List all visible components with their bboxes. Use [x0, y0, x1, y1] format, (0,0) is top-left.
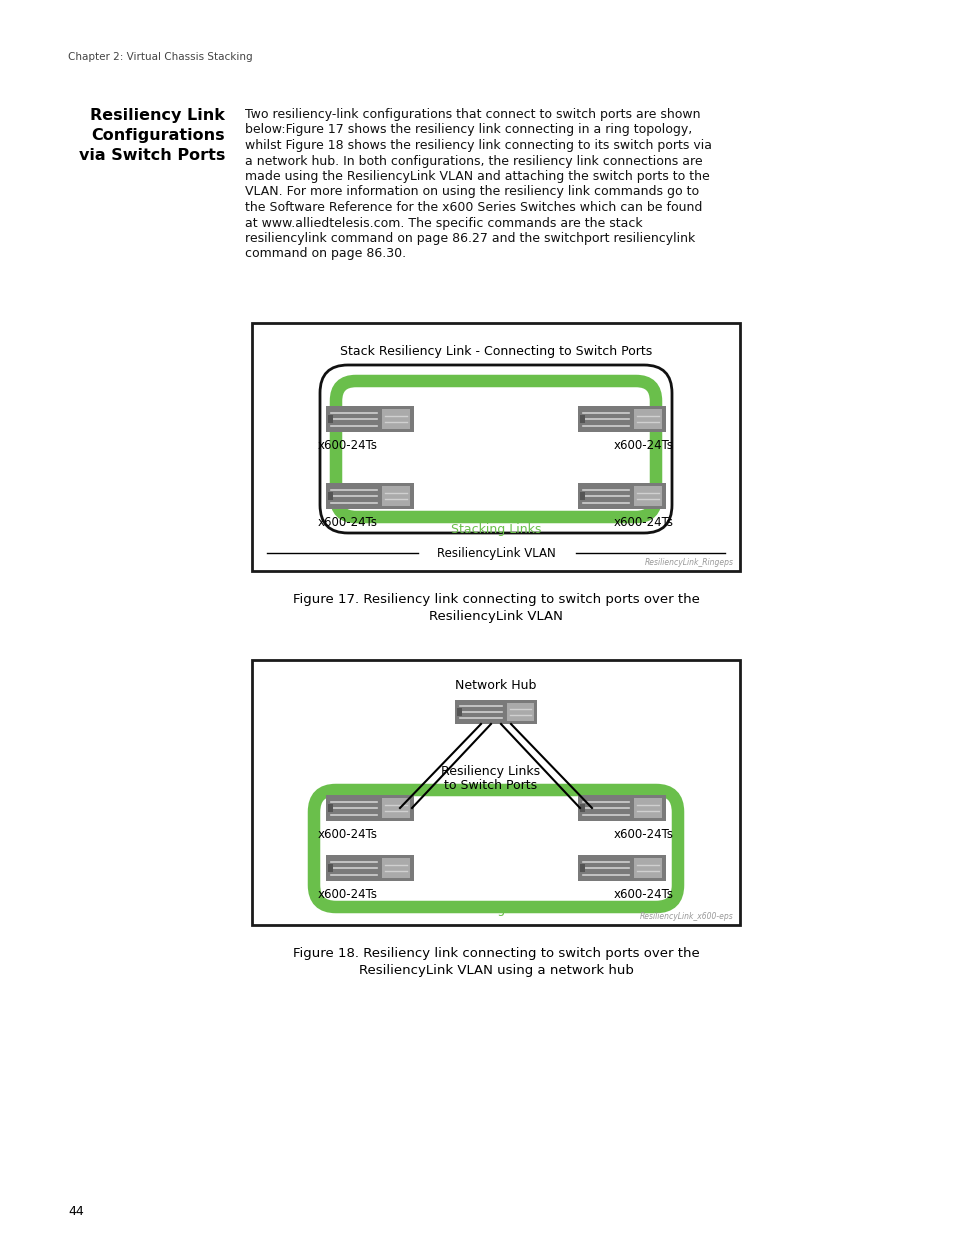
FancyBboxPatch shape	[579, 864, 584, 872]
FancyBboxPatch shape	[634, 798, 661, 818]
Text: ResiliencyLink VLAN: ResiliencyLink VLAN	[436, 547, 555, 559]
Text: via Switch Ports: via Switch Ports	[78, 148, 225, 163]
FancyBboxPatch shape	[328, 492, 333, 500]
Text: x600-24Ts: x600-24Ts	[317, 438, 377, 452]
FancyBboxPatch shape	[382, 858, 410, 878]
FancyBboxPatch shape	[456, 708, 461, 716]
Text: Chapter 2: Virtual Chassis Stacking: Chapter 2: Virtual Chassis Stacking	[68, 52, 253, 62]
Text: ResiliencyLink VLAN using a network hub: ResiliencyLink VLAN using a network hub	[358, 965, 633, 977]
FancyBboxPatch shape	[455, 700, 537, 724]
Text: x600-24Ts: x600-24Ts	[317, 827, 377, 841]
Text: x600-24Ts: x600-24Ts	[614, 438, 673, 452]
Text: Stacking Links: Stacking Links	[451, 903, 540, 916]
Text: Stacking Links: Stacking Links	[451, 522, 540, 536]
Text: ResiliencyLink VLAN: ResiliencyLink VLAN	[429, 610, 562, 622]
FancyBboxPatch shape	[579, 804, 584, 811]
FancyBboxPatch shape	[328, 804, 333, 811]
FancyBboxPatch shape	[634, 487, 661, 506]
Text: x600-24Ts: x600-24Ts	[317, 888, 377, 902]
Text: to Switch Ports: to Switch Ports	[444, 779, 537, 792]
FancyBboxPatch shape	[328, 415, 333, 424]
FancyBboxPatch shape	[578, 855, 665, 881]
Text: 44: 44	[68, 1205, 84, 1218]
FancyBboxPatch shape	[634, 858, 661, 878]
Text: Network Hub: Network Hub	[455, 679, 537, 692]
Text: command on page 86.30.: command on page 86.30.	[245, 247, 406, 261]
Text: ResiliencyLink_x600-eps: ResiliencyLink_x600-eps	[639, 911, 733, 921]
Text: at www.alliedtelesis.com. The specific commands are the stack: at www.alliedtelesis.com. The specific c…	[245, 216, 642, 230]
FancyBboxPatch shape	[382, 487, 410, 506]
FancyBboxPatch shape	[326, 855, 414, 881]
FancyBboxPatch shape	[326, 406, 414, 432]
FancyBboxPatch shape	[579, 415, 584, 424]
FancyBboxPatch shape	[252, 659, 740, 925]
Text: Stack Resiliency Link - Connecting to Switch Ports: Stack Resiliency Link - Connecting to Sw…	[339, 345, 652, 358]
FancyBboxPatch shape	[326, 483, 414, 509]
Text: below:Figure 17 shows the resiliency link connecting in a ring topology,: below:Figure 17 shows the resiliency lin…	[245, 124, 692, 137]
Text: Resiliency Links: Resiliency Links	[441, 764, 540, 778]
FancyBboxPatch shape	[578, 795, 665, 821]
Text: VLAN. For more information on using the resiliency link commands go to: VLAN. For more information on using the …	[245, 185, 699, 199]
Text: a network hub. In both configurations, the resiliency link connections are: a network hub. In both configurations, t…	[245, 154, 702, 168]
Text: Resiliency Link: Resiliency Link	[90, 107, 225, 124]
FancyBboxPatch shape	[326, 795, 414, 821]
Text: whilst Figure 18 shows the resiliency link connecting to its switch ports via: whilst Figure 18 shows the resiliency li…	[245, 140, 711, 152]
FancyBboxPatch shape	[382, 798, 410, 818]
FancyBboxPatch shape	[578, 483, 665, 509]
Text: made using the ResiliencyLink VLAN and attaching the switch ports to the: made using the ResiliencyLink VLAN and a…	[245, 170, 709, 183]
Text: Figure 17. Resiliency link connecting to switch ports over the: Figure 17. Resiliency link connecting to…	[293, 593, 699, 606]
Text: Two resiliency-link configurations that connect to switch ports are shown: Two resiliency-link configurations that …	[245, 107, 700, 121]
FancyBboxPatch shape	[579, 492, 584, 500]
Text: resiliencylink command on page 86.27 and the switchport resiliencylink: resiliencylink command on page 86.27 and…	[245, 232, 695, 245]
Text: the Software Reference for the x600 Series Switches which can be found: the Software Reference for the x600 Seri…	[245, 201, 701, 214]
Text: Configurations: Configurations	[91, 128, 225, 143]
FancyBboxPatch shape	[634, 409, 661, 429]
FancyBboxPatch shape	[252, 324, 740, 571]
FancyBboxPatch shape	[382, 409, 410, 429]
FancyBboxPatch shape	[578, 406, 665, 432]
Text: x600-24Ts: x600-24Ts	[317, 516, 377, 529]
Text: ResiliencyLink_Ringeps: ResiliencyLink_Ringeps	[644, 558, 733, 567]
FancyBboxPatch shape	[507, 703, 533, 721]
FancyBboxPatch shape	[328, 864, 333, 872]
Text: x600-24Ts: x600-24Ts	[614, 516, 673, 529]
Text: Figure 18. Resiliency link connecting to switch ports over the: Figure 18. Resiliency link connecting to…	[293, 947, 699, 960]
Text: x600-24Ts: x600-24Ts	[614, 888, 673, 902]
Text: x600-24Ts: x600-24Ts	[614, 827, 673, 841]
